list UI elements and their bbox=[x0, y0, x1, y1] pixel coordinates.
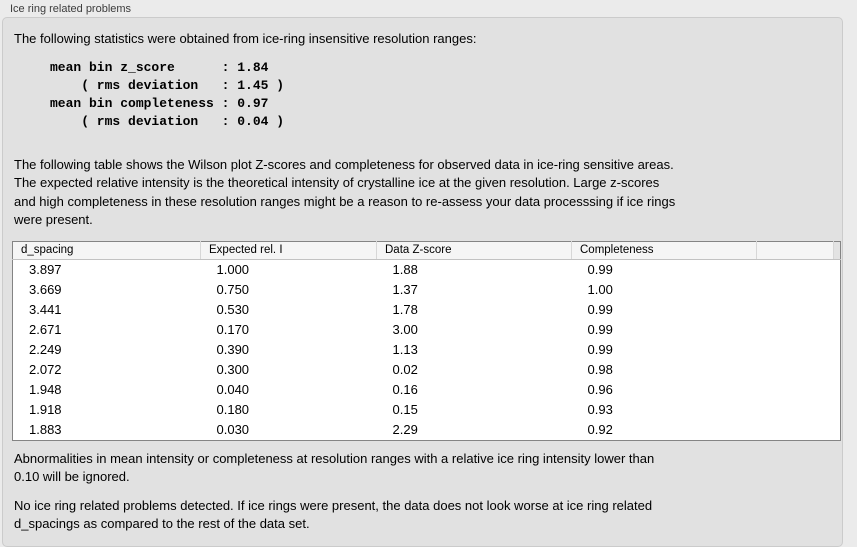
table-body: 3.897 1.000 1.88 0.99 3.669 0.750 1.37 1.00 3.44… bbox=[13, 259, 841, 440]
table-cell: 3.669 bbox=[29, 282, 62, 297]
table-cell: 3.00 bbox=[392, 322, 418, 337]
ice-ring-table: d_spacing Expected rel. I Data Z-score Comp… bbox=[12, 240, 841, 441]
table-cell: 0.93 bbox=[587, 402, 613, 417]
table-row[interactable]: 1.918 0.180 0.15 0.93 bbox=[13, 400, 841, 420]
table-cell: 0.16 bbox=[392, 382, 418, 397]
row-filler bbox=[834, 320, 841, 340]
row-filler bbox=[834, 300, 841, 320]
table-row[interactable]: 2.249 0.390 1.13 0.99 bbox=[13, 340, 841, 360]
intro-text: The following statistics were obtained f… bbox=[14, 31, 477, 46]
table-cell: 3.441 bbox=[29, 302, 62, 317]
table-row[interactable]: 2.671 0.170 3.00 0.99 bbox=[13, 320, 841, 340]
table-cell: 0.030 bbox=[216, 422, 250, 437]
table-cell: 0.99 bbox=[587, 322, 613, 337]
column-header: Completeness bbox=[571, 241, 757, 260]
table-cell: 0.040 bbox=[216, 382, 250, 397]
column-header: Data Z-score bbox=[376, 241, 572, 260]
table-row[interactable]: 2.072 0.300 0.02 0.98 bbox=[13, 360, 841, 380]
table-cell bbox=[757, 320, 834, 340]
table-cell: 0.390 bbox=[216, 342, 250, 357]
row-filler bbox=[834, 340, 841, 360]
table-cell bbox=[757, 259, 834, 280]
table-cell: 0.15 bbox=[392, 402, 418, 417]
table-cell: 1.948 bbox=[29, 382, 62, 397]
table-cell bbox=[757, 400, 834, 420]
table-cell: 0.99 bbox=[587, 342, 613, 357]
table-cell: 0.96 bbox=[587, 382, 613, 397]
table-cell: 1.000 bbox=[216, 262, 250, 277]
table-cell: 1.883 bbox=[29, 422, 62, 437]
ice-ring-panel: The following statistics were obtained f… bbox=[2, 17, 843, 547]
table-cell: 1.88 bbox=[392, 262, 418, 277]
table-cell: 1.918 bbox=[29, 402, 62, 417]
table-cell: 1.78 bbox=[392, 302, 418, 317]
table-row[interactable]: 3.669 0.750 1.37 1.00 bbox=[13, 280, 841, 300]
table-cell: 0.530 bbox=[216, 302, 250, 317]
table-header-row: d_spacing Expected rel. I Data Z-score Comp… bbox=[12, 241, 841, 260]
table-cell: 0.300 bbox=[216, 362, 250, 377]
table-cell: 0.92 bbox=[587, 422, 613, 437]
table-cell bbox=[757, 340, 834, 360]
description-text: The following table shows the Wilson plo… bbox=[14, 156, 676, 228]
panel-title: Ice ring related problems bbox=[10, 3, 132, 15]
table-row[interactable]: 3.441 0.530 1.78 0.99 bbox=[13, 300, 841, 320]
column-header bbox=[756, 241, 834, 260]
table-row[interactable]: 3.897 1.000 1.88 0.99 bbox=[13, 259, 841, 280]
table-cell: 0.750 bbox=[216, 282, 250, 297]
table-cell: 2.29 bbox=[392, 422, 418, 437]
row-filler bbox=[834, 400, 841, 420]
table-cell: 0.170 bbox=[216, 322, 250, 337]
table-cell: 1.13 bbox=[392, 342, 418, 357]
column-header: d_spacing bbox=[12, 241, 201, 260]
header-filler bbox=[833, 241, 841, 260]
table-cell: 0.99 bbox=[587, 302, 613, 317]
conclusion-text: No ice ring related problems detected. I… bbox=[14, 497, 653, 532]
table-cell: 2.072 bbox=[29, 362, 62, 377]
table-cell: 0.180 bbox=[216, 402, 250, 417]
table-cell: 0.98 bbox=[587, 362, 613, 377]
table-cell: 0.02 bbox=[392, 362, 418, 377]
column-header: Expected rel. I bbox=[200, 241, 377, 260]
table-cell: 1.00 bbox=[587, 282, 613, 297]
table-cell: 2.671 bbox=[29, 322, 62, 337]
table-row[interactable]: 1.948 0.040 0.16 0.96 bbox=[13, 380, 841, 400]
row-filler bbox=[834, 280, 841, 300]
table-cell bbox=[757, 300, 834, 320]
table-cell: 0.99 bbox=[587, 262, 613, 277]
row-filler bbox=[834, 360, 841, 380]
stats-block: mean bin z_score : 1.84 ( rms deviation … bbox=[50, 59, 285, 129]
row-filler bbox=[834, 259, 841, 280]
table-cell bbox=[757, 380, 834, 400]
table-cell bbox=[757, 280, 834, 300]
table-cell bbox=[757, 420, 834, 441]
table-cell: 2.249 bbox=[29, 342, 62, 357]
note-text: Abnormalities in mean intensity or compl… bbox=[14, 450, 655, 485]
row-filler bbox=[834, 380, 841, 400]
table-row[interactable]: 1.883 0.030 2.29 0.92 bbox=[13, 420, 841, 441]
table-cell: 1.37 bbox=[392, 282, 418, 297]
table-cell bbox=[757, 360, 834, 380]
row-filler bbox=[834, 420, 841, 441]
table-cell: 3.897 bbox=[29, 262, 62, 277]
